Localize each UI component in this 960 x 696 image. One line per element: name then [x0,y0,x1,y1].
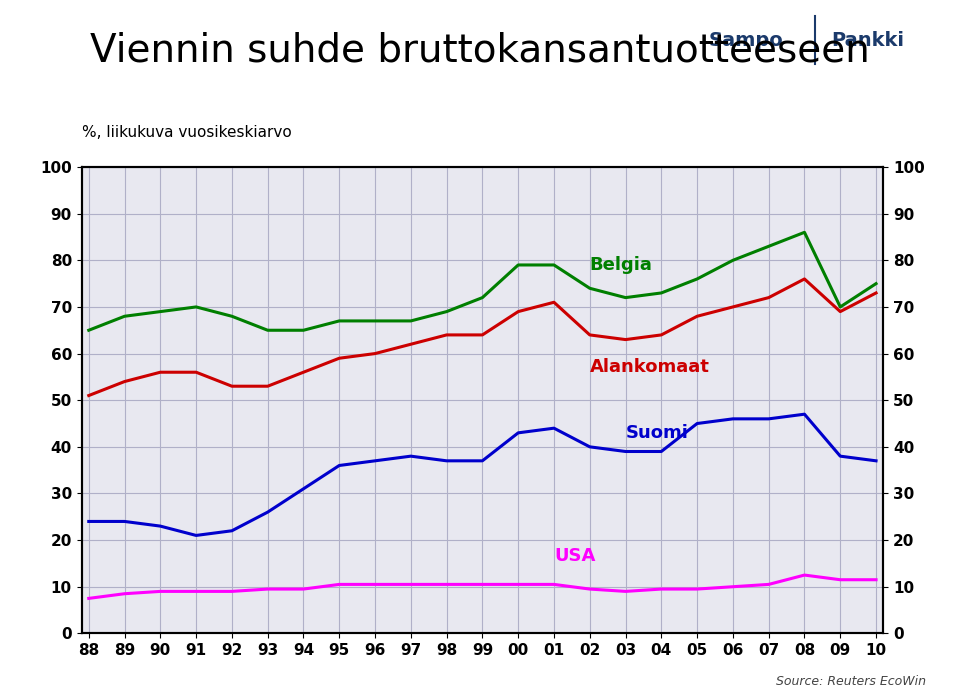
Text: Alankomaat: Alankomaat [589,358,709,377]
Polygon shape [63,0,264,80]
Polygon shape [0,0,201,80]
Text: USA: USA [554,547,595,565]
Polygon shape [253,0,454,80]
Text: Suomi: Suomi [626,423,688,441]
Polygon shape [127,0,327,80]
Polygon shape [0,0,74,80]
Text: Belgia: Belgia [589,255,653,274]
Polygon shape [190,0,391,80]
Text: %, liikukuva vuosikeskiarvo: %, liikukuva vuosikeskiarvo [82,125,291,141]
Text: Viennin suhde bruttokansantuotteeseen: Viennin suhde bruttokansantuotteeseen [90,31,870,70]
Polygon shape [0,0,137,80]
Text: Pankki: Pankki [831,31,904,49]
Text: Source: Reuters EcoWin: Source: Reuters EcoWin [777,674,926,688]
Text: Sampo: Sampo [709,31,783,49]
